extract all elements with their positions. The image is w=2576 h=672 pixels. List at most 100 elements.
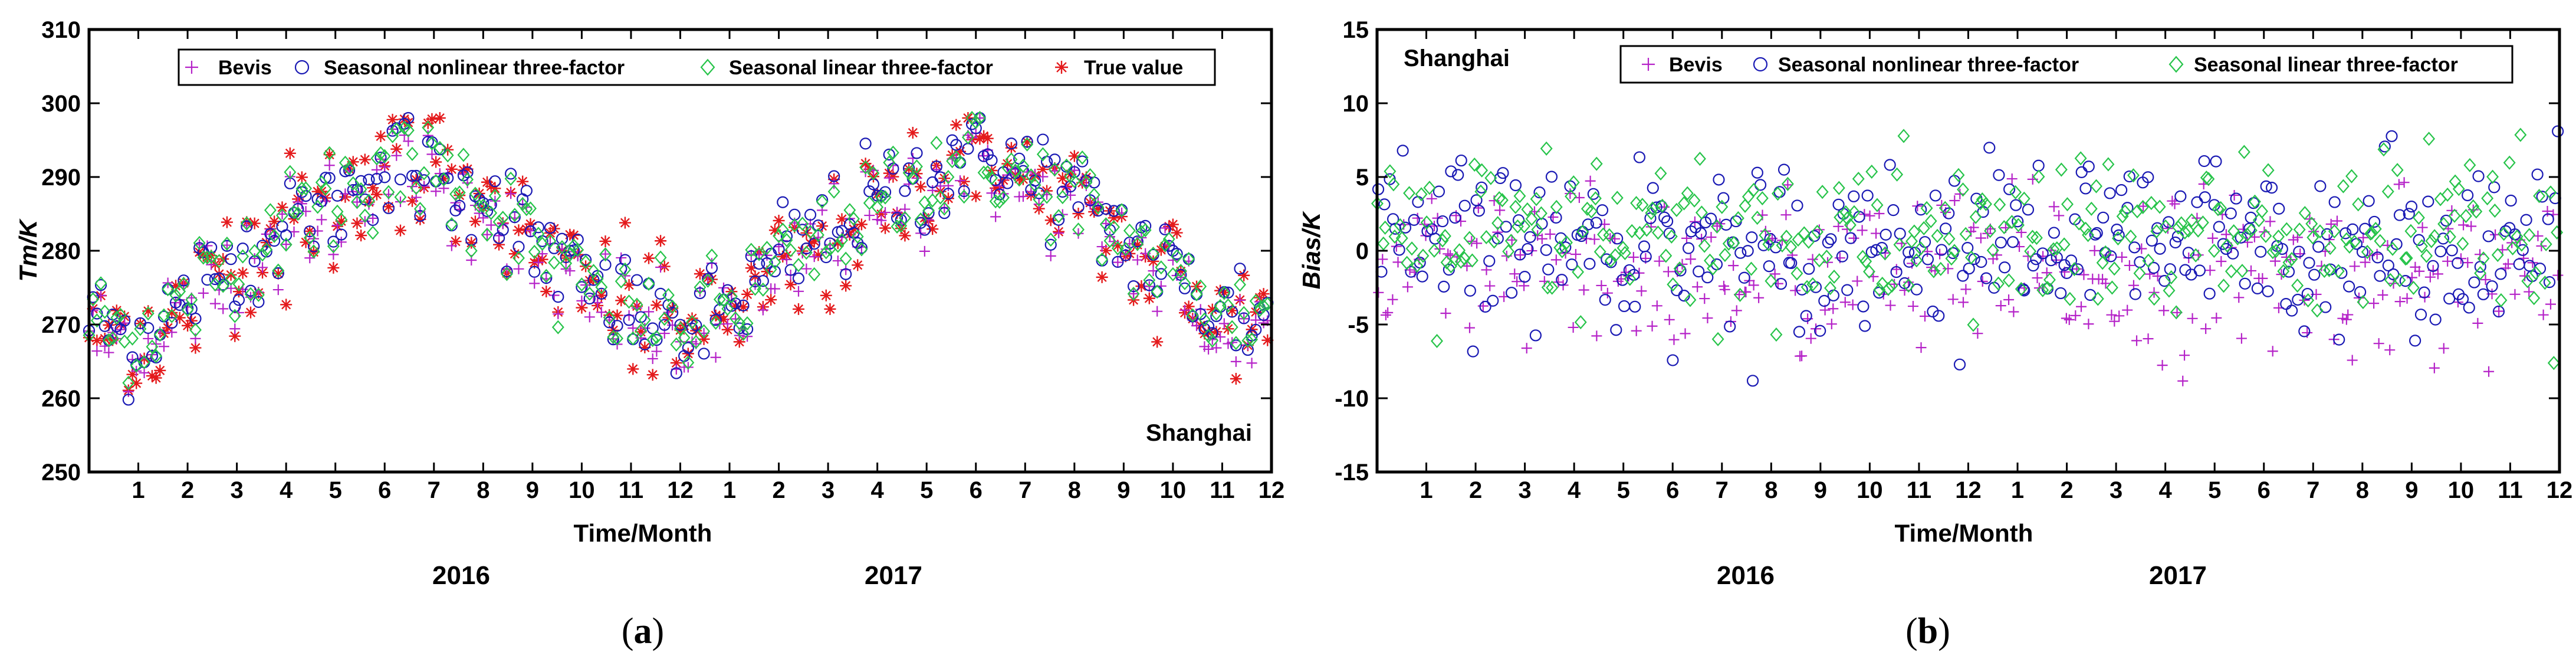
data-point	[1910, 283, 1923, 296]
data-point	[843, 203, 856, 218]
data-point	[2185, 213, 2198, 228]
data-point	[954, 145, 967, 158]
data-point	[643, 252, 655, 264]
data-point	[1785, 257, 1798, 270]
data-point	[91, 345, 103, 356]
data-point	[1394, 218, 1407, 232]
data-point	[792, 272, 805, 285]
data-point	[627, 363, 639, 375]
data-point	[942, 170, 955, 185]
data-point	[2434, 245, 2447, 258]
panel-a-y-tick-label: 260	[41, 386, 81, 412]
data-point	[489, 175, 501, 188]
data-point	[2302, 293, 2315, 308]
data-point	[2529, 265, 2542, 280]
data-point	[1417, 248, 1430, 263]
data-point	[465, 244, 478, 258]
legend-marker	[2168, 55, 2184, 73]
data-point	[1680, 328, 1691, 339]
data-point	[730, 300, 742, 312]
data-point	[863, 196, 876, 211]
panel-a-x-tick-label: 6	[378, 477, 391, 503]
data-point	[1092, 204, 1105, 217]
panel-b-x-tick-label: 3	[1519, 477, 1532, 503]
data-point	[2259, 228, 2272, 243]
data-point	[2521, 274, 2534, 289]
data-point	[2018, 284, 2030, 297]
data-point	[887, 171, 899, 183]
data-point	[481, 227, 494, 242]
data-point	[276, 201, 288, 214]
data-point	[817, 205, 828, 216]
data-point	[1861, 189, 1874, 202]
data-point	[1230, 339, 1242, 352]
data-point	[1509, 199, 1522, 214]
data-point	[248, 244, 261, 258]
data-point	[1705, 212, 1717, 225]
data-point	[406, 170, 419, 182]
data-point	[2357, 294, 2370, 310]
data-point	[1905, 234, 1918, 248]
data-point	[1710, 258, 1723, 271]
data-point	[2511, 229, 2524, 244]
data-point	[1716, 199, 1729, 214]
data-point	[1873, 282, 1886, 297]
data-point	[1917, 221, 1930, 235]
data-point	[986, 188, 997, 199]
data-point	[2434, 192, 2447, 206]
data-point	[1535, 206, 1547, 221]
data-point	[600, 248, 611, 260]
data-point	[143, 333, 154, 344]
data-point	[139, 367, 150, 378]
data-point	[997, 190, 1010, 205]
data-point	[2163, 283, 2176, 298]
data-point	[733, 322, 745, 335]
data-point	[193, 242, 206, 254]
data-point	[1100, 202, 1112, 215]
data-point	[1668, 334, 1680, 345]
data-point	[1513, 189, 1526, 204]
panel-b-x-tick-label: 3	[2110, 477, 2122, 503]
data-point	[773, 243, 785, 256]
data-point	[331, 189, 344, 202]
data-point	[1636, 198, 1649, 212]
data-point	[571, 242, 584, 257]
data-point	[1891, 167, 1904, 182]
data-point	[1947, 247, 1959, 260]
data-point	[847, 211, 860, 226]
data-point	[454, 199, 466, 212]
data-point	[658, 319, 671, 331]
data-point	[973, 110, 986, 126]
panel-a-x-tick-label: 12	[667, 477, 694, 503]
data-point	[1699, 293, 1710, 304]
data-point	[426, 149, 438, 160]
data-point	[2084, 289, 2097, 301]
data-point	[272, 267, 284, 280]
data-point	[1479, 300, 1491, 313]
data-point	[1178, 276, 1191, 290]
data-point	[2207, 232, 2218, 244]
data-point	[1167, 218, 1179, 231]
data-point	[1943, 207, 1955, 219]
data-point	[524, 201, 537, 216]
data-point	[2441, 187, 2454, 202]
data-point	[2337, 179, 2350, 194]
data-point	[784, 264, 797, 276]
data-point	[2491, 248, 2504, 263]
data-point	[1647, 182, 1659, 194]
data-point	[654, 250, 667, 265]
data-point	[245, 306, 257, 319]
panel-b-year-2017: 2017	[2149, 561, 2207, 590]
data-point	[2225, 264, 2237, 278]
data-point	[2154, 242, 2166, 255]
data-point	[796, 217, 809, 231]
data-point	[1550, 254, 1562, 265]
data-point	[2248, 194, 2261, 209]
data-point	[98, 304, 111, 319]
data-point	[198, 287, 209, 299]
data-point	[1379, 220, 1392, 235]
data-point	[1434, 243, 1445, 254]
data-point	[1182, 251, 1195, 267]
data-point	[1191, 280, 1203, 293]
data-point	[2477, 288, 2489, 300]
